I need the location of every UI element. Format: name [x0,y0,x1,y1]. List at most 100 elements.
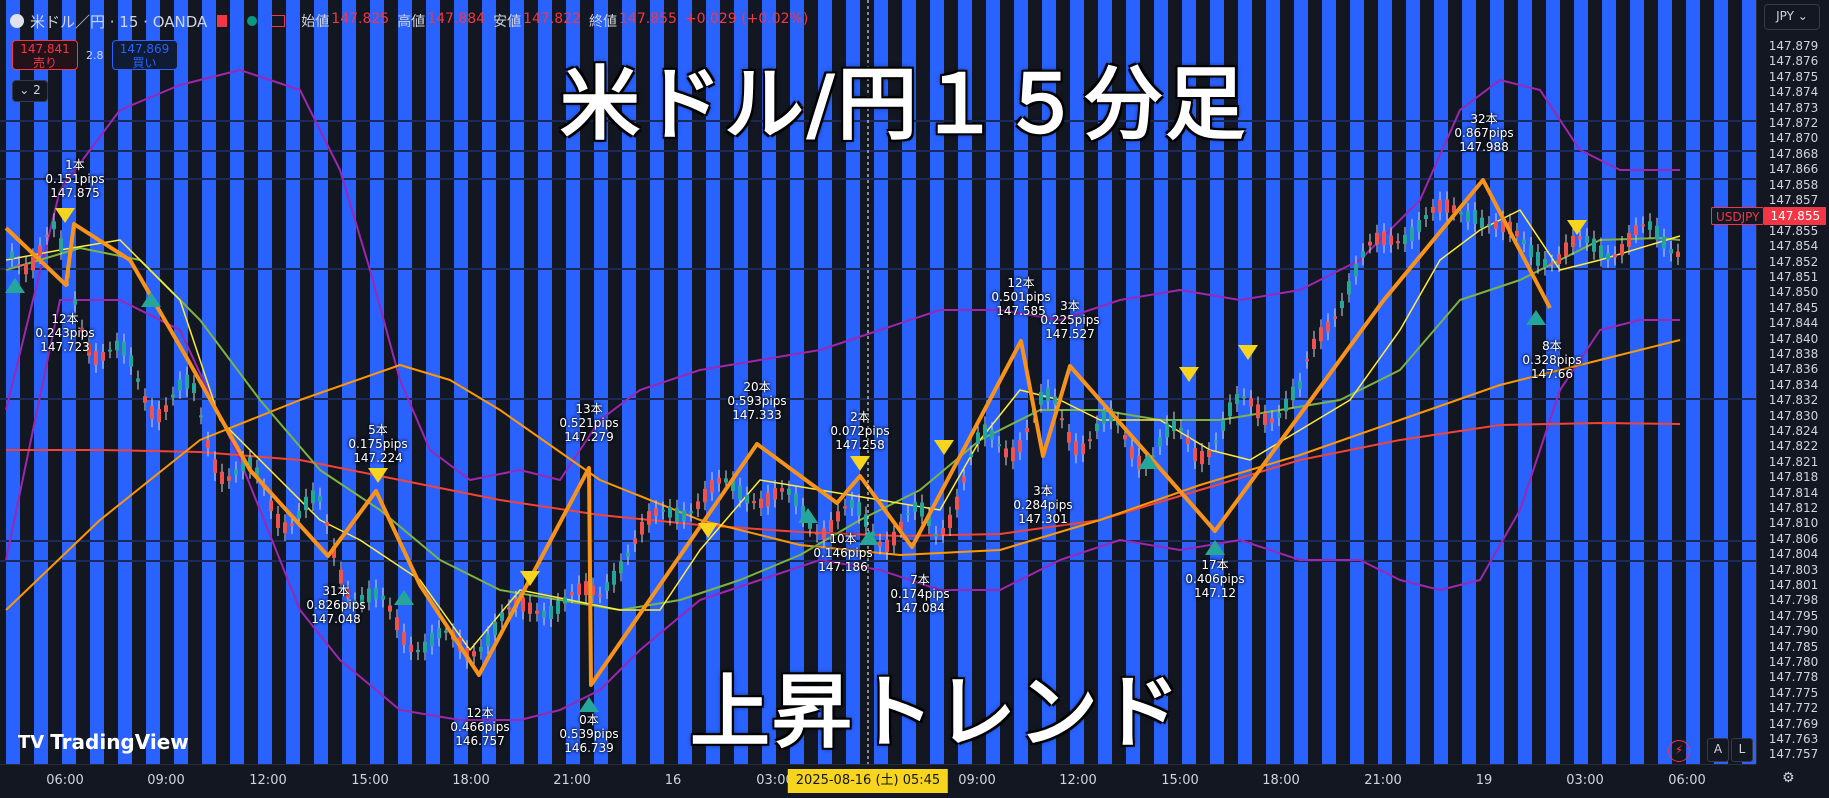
candle-body [1249,398,1253,407]
candle-body [1004,448,1008,458]
candle-body [1515,230,1519,237]
stripe [1490,0,1504,764]
candle-body [199,415,203,418]
price-tick: 147.821 [1768,454,1819,469]
candle-body [710,480,714,493]
candle-body [668,507,672,518]
candle-body [542,610,546,618]
zigzag-label-pips: 0.146pips [813,546,873,560]
candle-body [45,234,49,237]
candle-body [759,498,763,508]
candle-body [605,582,609,591]
candle-body [381,595,385,600]
currency-select[interactable]: JPY ⌄ [1764,4,1820,30]
zigzag-label-price: 146.757 [455,734,505,748]
indicator-collapse-button[interactable]: ⌄ 2 [12,80,48,102]
candle-body [1543,258,1547,268]
stripe [678,0,692,764]
zigzag-label: 10本 0.146pips 147.186 [813,532,872,574]
price-tick: 147.775 [1768,685,1819,700]
zigzag-label-price: 147.258 [835,438,885,452]
candle-body [367,588,371,603]
candle-body [206,439,210,449]
stripe [930,0,944,764]
candle-body [1067,431,1071,443]
ohlc-readout: 始値 147.825 高値 147.884 安値 147.822 終値 147.855 … [301,11,808,31]
settings-gear-icon[interactable]: ⚙ [1782,770,1795,786]
time-label: 03:00 [1566,773,1604,788]
buy-signal-marker [1205,540,1225,555]
candle-body [220,471,224,484]
auto-scale-button[interactable]: A [1707,738,1729,762]
price-tick: 147.850 [1768,285,1819,300]
overlay-title-bottom: 上昇トレンド [690,666,1182,759]
price-chart[interactable] [0,0,1756,764]
stripe [1042,0,1056,764]
candle-body [38,245,42,256]
candle-body [1599,245,1603,259]
zigzag-label-bars: 7本 [910,573,930,587]
price-axis[interactable]: JPY ⌄ 147.879 147.876 147.875 147.874 147.87… [1756,0,1829,764]
price-tick: 147.832 [1768,393,1819,408]
gridline [0,150,1756,152]
tradingview-logo-text: TradingView [50,730,189,754]
price-tick: 147.785 [1768,639,1819,654]
stripe [286,0,300,764]
price-tick: 147.822 [1768,439,1819,454]
candle-body [1228,402,1232,417]
price-tick: 147.814 [1768,485,1819,500]
stripe [1322,0,1336,764]
time-label: 09:00 [147,773,185,788]
price-tick: 147.872 [1768,116,1819,130]
candle-body [920,502,924,517]
candle-body [1291,386,1295,401]
time-axis[interactable]: 06:00 09:00 12:00 15:00 18:00 21:00 16 03:00 09:… [0,764,1756,798]
market-status-icon[interactable] [247,16,258,26]
zigzag-label: 3本 0.225pips 147.527 [1040,299,1099,341]
zigzag-label-pips: 0.284pips [1013,498,1073,512]
time-label: 21:00 [553,773,591,788]
open-label: 始値 [301,14,330,30]
flag-icon[interactable] [217,15,228,27]
buy-button[interactable]: 147.869 買い [111,40,178,70]
candle-body [192,383,196,394]
sell-button[interactable]: 147.841 売り [12,40,78,70]
tradingview-logo[interactable]: TV TradingView [18,730,189,754]
candle-body [1452,205,1456,213]
candle-body [829,520,833,535]
lightning-icon[interactable]: ⚡ [1668,740,1690,762]
price-tick: 147.845 [1768,300,1819,315]
stripe [790,0,804,764]
candle-body [24,263,28,275]
candle-body [1298,380,1302,390]
candle-body [563,597,567,604]
symbol-title[interactable]: 米ドル／円 · 15 · OANDA [30,12,208,31]
candle-body [1669,249,1673,254]
sell-signal-marker [850,456,870,471]
candle-body [283,522,287,534]
alert-icon[interactable] [271,15,286,27]
candle-body [1438,199,1442,213]
stripe [762,0,776,764]
zigzag-label-bars: 13本 [575,402,603,416]
stripe [818,0,832,764]
zigzag-label: 8本 0.328pips 147.66 [1522,339,1581,381]
change-value: +0.029 (+0.02%) [684,11,809,27]
candle-body [584,581,588,596]
candle-body [1207,450,1211,457]
log-scale-button[interactable]: L [1731,738,1753,762]
candle-body [1403,234,1407,245]
price-tick: 147.806 [1768,531,1819,546]
candle-body [731,479,735,492]
price-tick: 147.778 [1768,670,1819,685]
candle-body [1564,242,1568,257]
candle-body [1662,236,1666,249]
candle-body [899,521,903,531]
zigzag-label-pips: 0.175pips [348,437,408,451]
sell-signal-marker [1567,220,1587,235]
candle-body [1487,224,1491,227]
stripe [1630,0,1644,764]
stripe [1742,0,1756,764]
stripe [230,0,244,764]
stripe [1574,0,1588,764]
